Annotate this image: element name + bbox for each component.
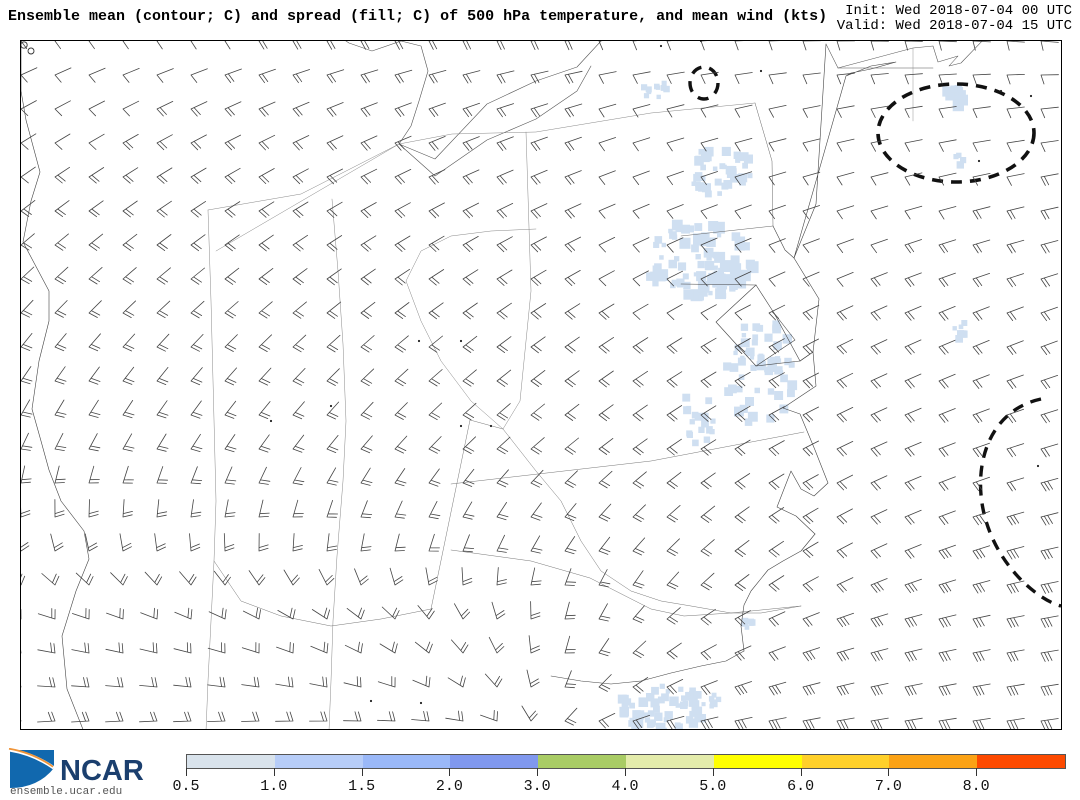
- svg-text:ensemble.ucar.edu: ensemble.ucar.edu: [10, 786, 122, 796]
- svg-text:NCAR: NCAR: [60, 755, 144, 787]
